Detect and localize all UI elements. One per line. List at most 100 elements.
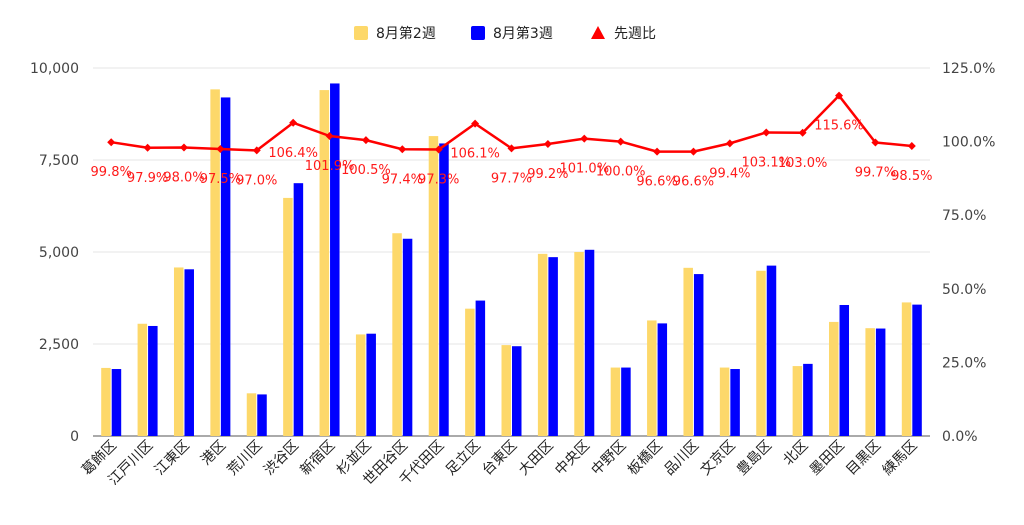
bar-week2 xyxy=(137,323,148,436)
left-tick-label: 0 xyxy=(70,429,79,445)
ratio-data-label: 103.0% xyxy=(778,156,828,171)
bar-week3 xyxy=(512,346,522,436)
bar-week3 xyxy=(693,274,704,436)
bar-week2 xyxy=(246,393,257,436)
legend-swatch-week2 xyxy=(354,26,368,40)
ratio-data-label: 106.4% xyxy=(268,146,318,161)
bar-week2 xyxy=(829,321,839,436)
bar-week3 xyxy=(257,394,267,436)
bar-week2 xyxy=(719,367,730,436)
ratio-data-label: 99.7% xyxy=(855,165,896,180)
left-tick-label: 2,500 xyxy=(39,337,79,353)
bar-week3 xyxy=(184,269,194,436)
x-axis-label: 新宿区 xyxy=(297,437,339,479)
ratio-data-label: 99.8% xyxy=(91,165,132,180)
bar-week2 xyxy=(683,267,693,436)
bar-week2 xyxy=(101,367,111,436)
bar-week2 xyxy=(501,345,511,436)
x-axis-label: 台東区 xyxy=(479,438,520,479)
bar-week2 xyxy=(392,233,402,436)
bar-week3 xyxy=(439,143,449,436)
bar-week2 xyxy=(428,136,439,436)
right-tick-label: 50.0% xyxy=(942,282,986,298)
ratio-point xyxy=(434,145,443,154)
bar-week2 xyxy=(319,90,330,436)
ratio-data-label: 100.0% xyxy=(596,165,646,180)
ratio-point xyxy=(507,144,516,153)
ratio-data-label: 115.6% xyxy=(814,119,864,134)
legend-swatch-ratio xyxy=(591,26,605,39)
ratio-point xyxy=(471,119,480,128)
bars xyxy=(101,83,922,437)
bar-week2 xyxy=(283,197,293,436)
legend-label-week3: 8月第3週 xyxy=(493,25,553,42)
right-tick-label: 100.0% xyxy=(942,135,995,151)
ratio-point xyxy=(325,132,334,141)
bar-week2 xyxy=(647,320,657,436)
ratio-line xyxy=(107,91,916,156)
bar-week2 xyxy=(355,334,366,436)
bar-week2 xyxy=(574,252,584,436)
x-axis-label: 大田区 xyxy=(516,438,557,479)
bar-week3 xyxy=(875,328,886,436)
bar-week2 xyxy=(173,267,184,436)
ratio-point xyxy=(361,136,370,145)
ratio-point xyxy=(689,147,698,156)
ratio-point xyxy=(871,138,880,147)
ratio-point xyxy=(725,139,734,148)
x-axis-label: 荒川区 xyxy=(225,438,266,479)
bar-week3 xyxy=(584,249,595,436)
ratio-data-label: 99.4% xyxy=(709,166,750,181)
ratio-data-label: 97.4% xyxy=(382,172,423,187)
ratio-point xyxy=(762,128,771,137)
ratio-data-label: 97.7% xyxy=(491,171,532,186)
legend-swatch-week3 xyxy=(471,26,485,40)
x-axis-label: 港区 xyxy=(198,438,229,469)
bar-week3 xyxy=(730,369,740,436)
bar-week3 xyxy=(621,367,631,436)
bar-week3 xyxy=(657,323,668,436)
x-axis-label: 文京区 xyxy=(698,438,739,479)
ratio-data-label: 97.3% xyxy=(418,173,459,188)
legend-label-week2: 8月第2週 xyxy=(376,25,436,42)
left-tick-label: 5,000 xyxy=(39,245,79,261)
x-axis-label: 足立区 xyxy=(443,438,484,479)
bar-week3 xyxy=(912,304,922,436)
ratio-point xyxy=(179,143,188,152)
bar-week3 xyxy=(293,183,304,436)
bar-week2 xyxy=(901,302,912,436)
bar-week2 xyxy=(537,253,548,436)
data-labels: 99.8%97.9%98.0%97.5%97.0%106.4%101.9%100… xyxy=(91,119,933,190)
ratio-data-label: 100.5% xyxy=(341,163,391,178)
bar-week3 xyxy=(111,369,122,436)
x-axis-label: 板橋区 xyxy=(625,438,666,479)
bar-week3 xyxy=(839,304,850,436)
left-axis-ticks: 0 2,500 5,000 7,500 10,000 xyxy=(30,61,79,445)
bar-week3 xyxy=(330,83,340,437)
bar-week2 xyxy=(210,89,220,437)
ratio-point xyxy=(398,145,407,154)
x-axis-label: 目黒区 xyxy=(843,438,884,479)
x-axis-label: 中央区 xyxy=(552,438,593,479)
ratio-data-label: 98.5% xyxy=(891,169,932,184)
ratio-point xyxy=(216,144,225,153)
bar-week3 xyxy=(148,325,158,436)
bar-week2 xyxy=(610,367,621,436)
left-tick-label: 7,500 xyxy=(39,153,79,169)
ratio-point xyxy=(653,147,662,156)
ratio-point xyxy=(798,128,807,137)
ratio-point xyxy=(107,138,116,147)
x-axis-label: 渋谷区 xyxy=(261,438,302,479)
bar-week2 xyxy=(465,308,475,436)
ratio-data-label: 98.0% xyxy=(163,170,204,185)
x-axis-label: 江東区 xyxy=(152,438,193,479)
bar-week3 xyxy=(548,257,558,436)
ratio-data-label: 101.0% xyxy=(559,162,609,177)
ratio-point xyxy=(580,134,589,143)
gridlines xyxy=(93,67,930,437)
bar-week3 xyxy=(475,300,486,436)
right-tick-label: 25.0% xyxy=(942,355,986,371)
ratio-point xyxy=(907,142,916,151)
